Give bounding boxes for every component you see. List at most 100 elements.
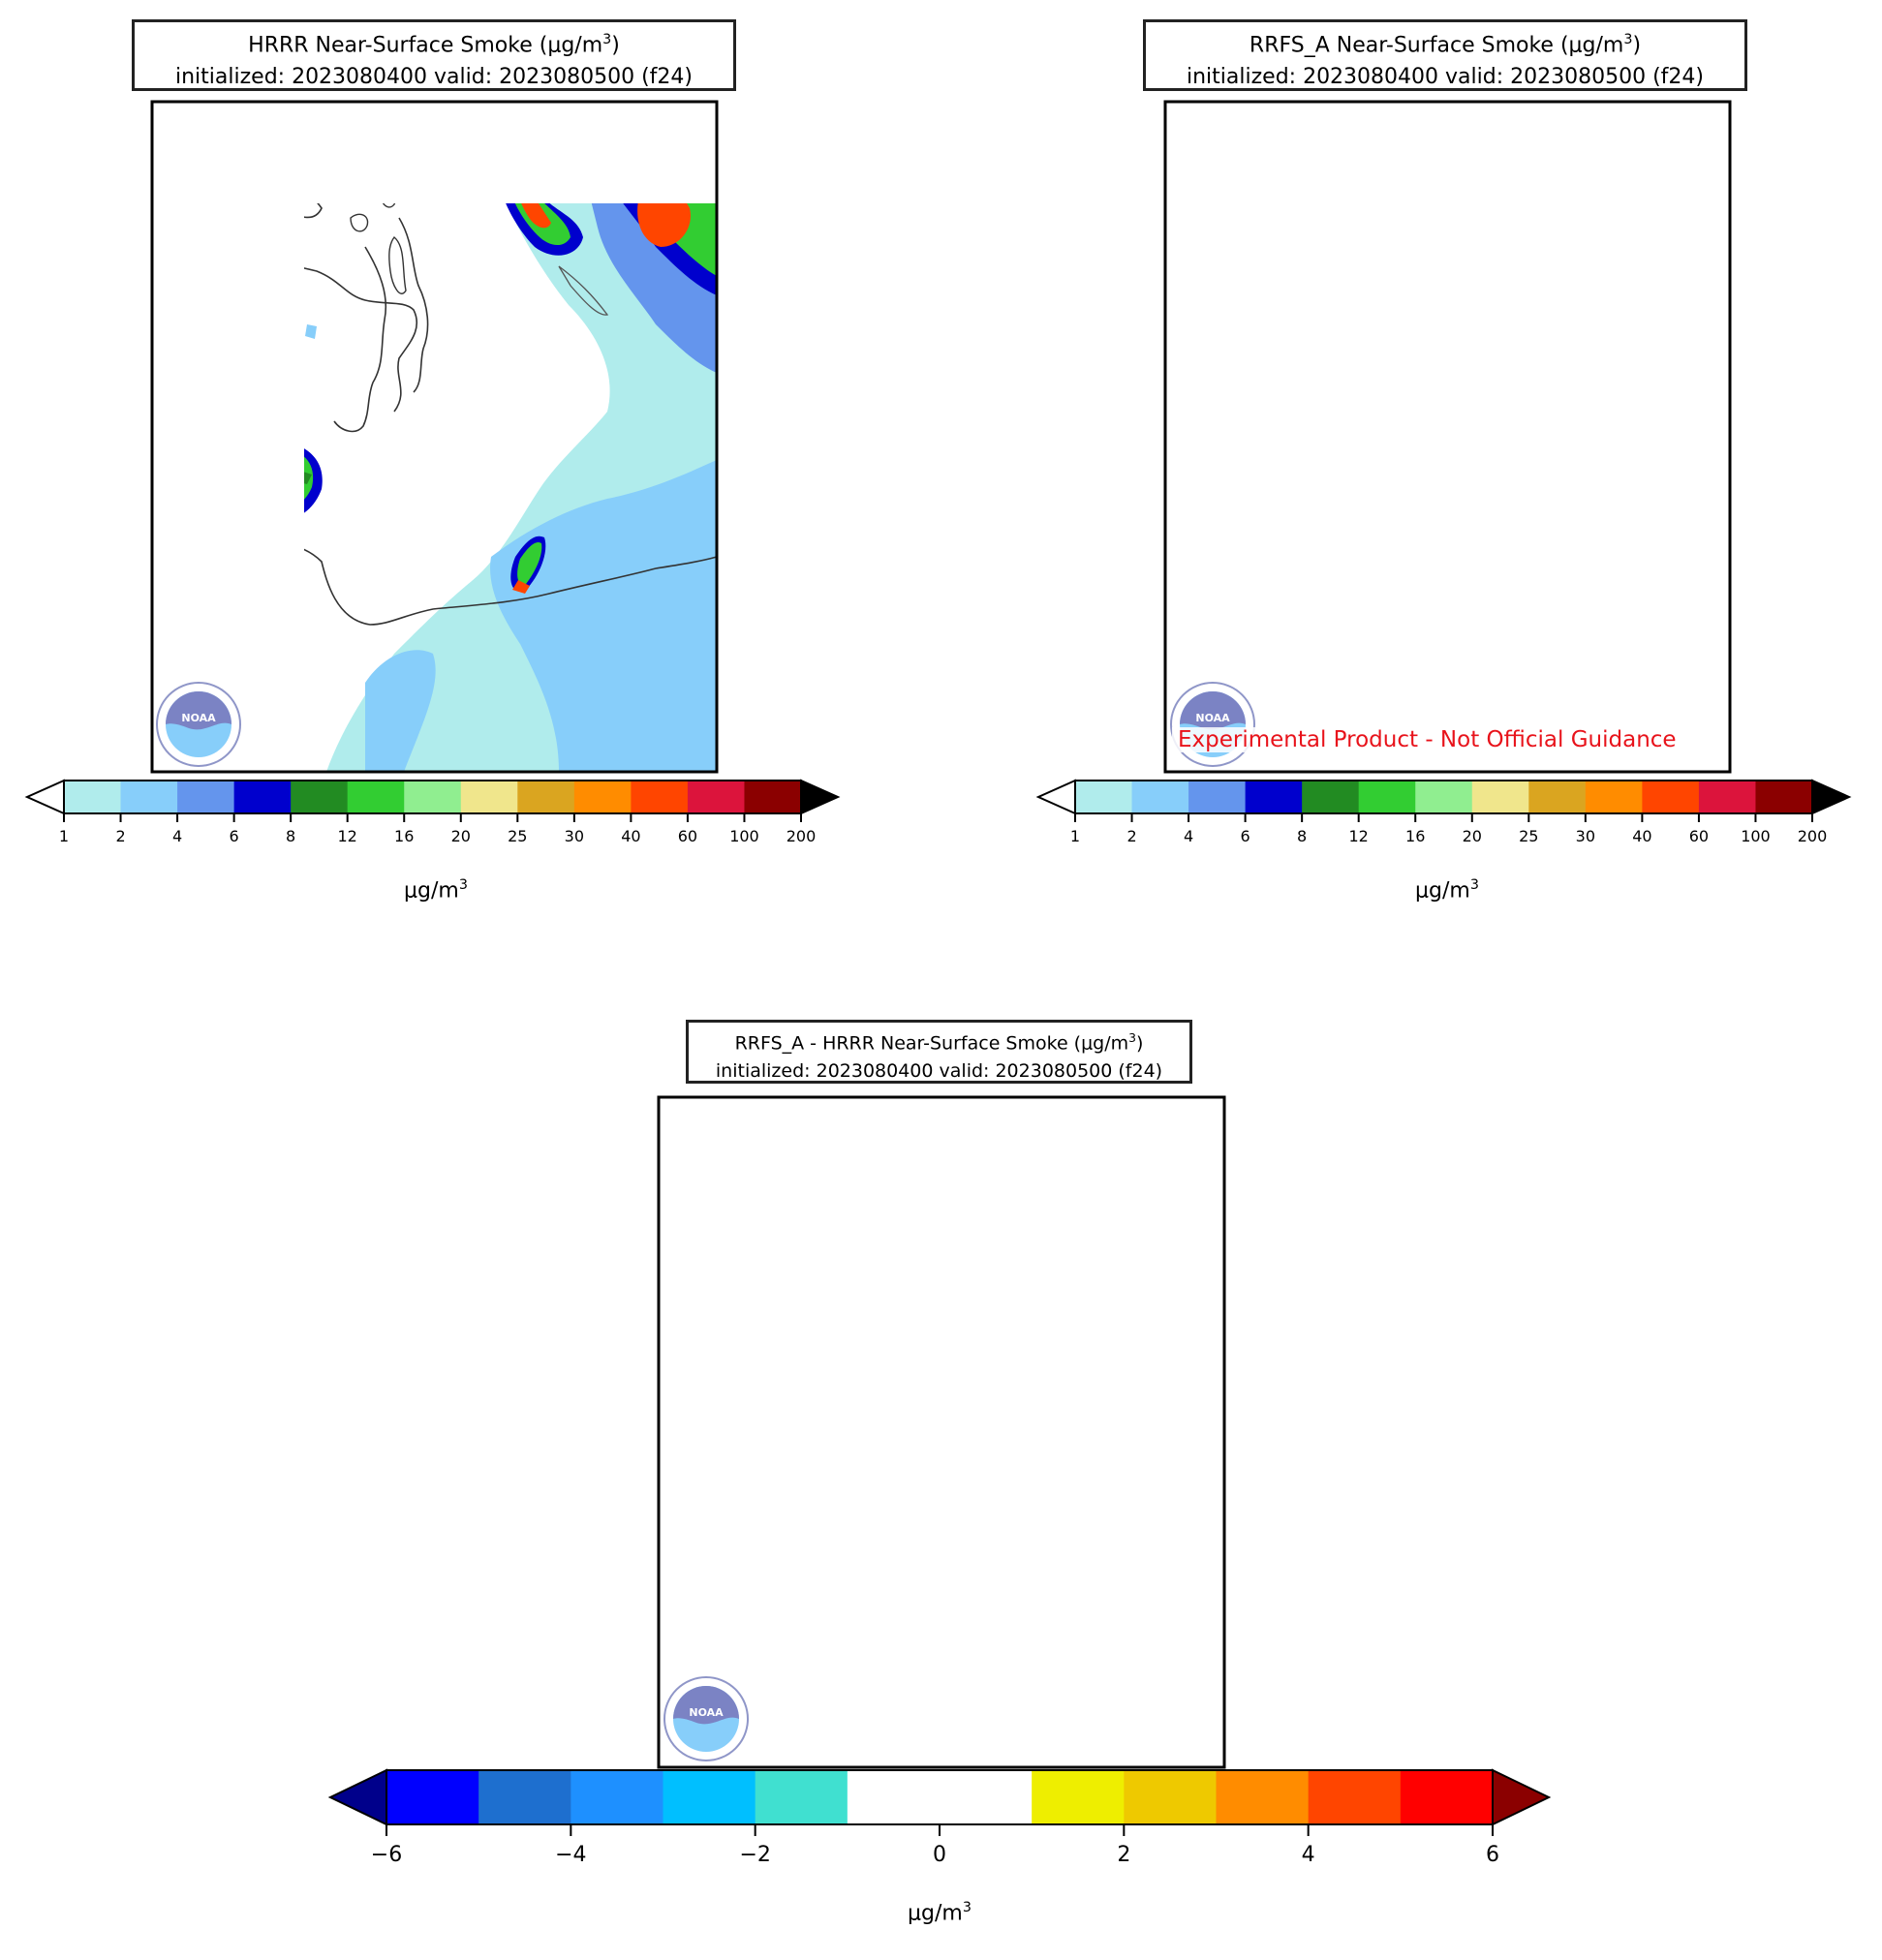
svg-text:NOAA: NOAA: [1195, 712, 1230, 724]
colorbar-hrrr-swatch-7: [460, 781, 518, 813]
colorbar-difference-swatch-9: [1216, 1770, 1310, 1824]
colorbar-hrrr-swatch-5: [347, 781, 405, 813]
colorbar-units-hrrr: μg/m3: [404, 877, 468, 903]
colorbar-rrfs-tick-label-13: 200: [1798, 827, 1828, 845]
colorbar-rrfs-swatch-8: [1528, 781, 1587, 813]
colorbar-rrfs-swatch-11: [1698, 781, 1756, 813]
colorbar-rrfs-swatch-10: [1642, 781, 1700, 813]
colorbar-difference-extend-under: [327, 1768, 387, 1826]
colorbar-difference-swatch-0: [386, 1770, 479, 1824]
colorbar-hrrr-tick-label-10: 40: [621, 827, 640, 845]
colorbar-rrfs-swatch-9: [1585, 781, 1643, 813]
colorbar-hrrr-tick-label-8: 25: [508, 827, 527, 845]
panel-title-rrfs: RRFS_A Near-Surface Smoke (μg/m3) initia…: [1143, 19, 1747, 91]
colorbar-hrrr-tick-label-9: 30: [565, 827, 584, 845]
noaa-logo-panel-2: NOAA: [1170, 682, 1255, 767]
colorbar-difference-tick-label-2: −2: [739, 1843, 770, 1867]
colorbar-rrfs-tick-label-2: 4: [1184, 827, 1193, 845]
colorbar-rrfs-tick-label-1: 2: [1126, 827, 1136, 845]
colorbar-rrfs-tick-label-5: 12: [1349, 827, 1369, 845]
colorbar-hrrr-tick-label-1: 2: [115, 827, 125, 845]
colorbar-rrfs-swatch-5: [1358, 781, 1416, 813]
colorbar-rrfs-swatch-4: [1302, 781, 1360, 813]
colorbar-hrrr-tick-label-5: 12: [338, 827, 357, 845]
colorbar-hrrr: 1 2 4 6 8 12 16 20 25 30 40 60 100 200: [24, 779, 841, 845]
colorbar-hrrr-extend-under: [24, 779, 65, 815]
colorbar-difference-swatch-4: [755, 1770, 848, 1824]
colorbar-units-difference: μg/m3: [908, 1900, 972, 1926]
colorbar-hrrr-swatch-11: [687, 781, 745, 813]
colorbar-hrrr-tick-label-12: 100: [729, 827, 759, 845]
colorbar-hrrr-tick-label-0: 1: [59, 827, 69, 845]
colorbar-rrfs-tick-label-10: 40: [1632, 827, 1651, 845]
colorbar-rrfs-swatch-0: [1075, 781, 1133, 813]
colorbar-difference-tick-label-4: 2: [1117, 1843, 1130, 1867]
colorbar-rrfs-tick-label-9: 30: [1576, 827, 1595, 845]
colorbar-rrfs-tick-label-12: 100: [1741, 827, 1771, 845]
colorbar-difference-swatch-10: [1308, 1770, 1402, 1824]
colorbar-rrfs-swatch-12: [1755, 781, 1813, 813]
colorbar-difference-tick-label-0: −6: [371, 1843, 402, 1867]
colorbar-difference-tick-label-3: 0: [933, 1843, 946, 1867]
colorbar-difference-swatch-8: [1124, 1770, 1217, 1824]
colorbar-difference-swatch-11: [1400, 1770, 1494, 1824]
colorbar-units-rrfs: μg/m3: [1415, 877, 1479, 903]
colorbar-hrrr-swatch-1: [120, 781, 178, 813]
colorbar-rrfs-swatch-2: [1188, 781, 1247, 813]
colorbar-hrrr-tick-label-3: 6: [230, 827, 239, 845]
colorbar-difference-swatch-5: [847, 1770, 941, 1824]
colorbar-difference-tick-label-5: 4: [1302, 1843, 1315, 1867]
colorbar-rrfs-extend-over: [1811, 779, 1852, 815]
map-panel-rrfs: [1163, 100, 1732, 774]
svg-text:NOAA: NOAA: [689, 1706, 724, 1719]
colorbar-hrrr-swatch-8: [517, 781, 575, 813]
colorbar-rrfs-extend-under: [1035, 779, 1076, 815]
colorbar-hrrr-swatch-0: [64, 781, 122, 813]
colorbar-rrfs-swatch-1: [1131, 781, 1189, 813]
colorbar-hrrr-swatch-6: [404, 781, 462, 813]
colorbar-rrfs-tick-label-4: 8: [1297, 827, 1307, 845]
colorbar-difference-tick-label-6: 6: [1486, 1843, 1499, 1867]
panel-title-difference: RRFS_A - HRRR Near-Surface Smoke (μg/m3)…: [686, 1020, 1192, 1084]
colorbar-hrrr-tick-label-4: 8: [286, 827, 295, 845]
colorbar-rrfs-swatch-7: [1471, 781, 1529, 813]
colorbar-hrrr-swatch-4: [291, 781, 349, 813]
colorbar-hrrr-swatch-9: [573, 781, 632, 813]
colorbar-hrrr-tick-label-7: 20: [451, 827, 471, 845]
colorbar-hrrr-swatch-10: [631, 781, 689, 813]
colorbar-hrrr-swatch-12: [744, 781, 802, 813]
colorbar-difference-tick-label-1: −4: [555, 1843, 586, 1867]
colorbar-rrfs-tick-label-3: 6: [1241, 827, 1250, 845]
colorbar-hrrr-tick-label-2: 4: [172, 827, 182, 845]
panel-title-hrrr: HRRR Near-Surface Smoke (μg/m3) initiali…: [132, 19, 736, 91]
colorbar-difference-extend-over: [1492, 1768, 1552, 1826]
noaa-logo-panel-1: NOAA: [156, 682, 241, 767]
colorbar-hrrr-tick-label-6: 16: [394, 827, 414, 845]
colorbar-difference: −6 −4 −2 0 2 4 6: [327, 1768, 1552, 1867]
colorbar-hrrr-swatch-2: [177, 781, 235, 813]
colorbar-difference-swatch-3: [663, 1770, 756, 1824]
colorbar-difference-swatch-7: [1032, 1770, 1125, 1824]
colorbar-hrrr-tick-label-13: 200: [787, 827, 817, 845]
colorbar-difference-swatch-1: [478, 1770, 571, 1824]
colorbar-rrfs-swatch-3: [1245, 781, 1303, 813]
colorbar-rrfs-tick-label-7: 20: [1463, 827, 1482, 845]
colorbar-hrrr-tick-label-11: 60: [678, 827, 697, 845]
colorbar-difference-swatch-6: [940, 1770, 1033, 1824]
colorbar-rrfs-tick-label-11: 60: [1689, 827, 1709, 845]
colorbar-rrfs-tick-label-8: 25: [1519, 827, 1538, 845]
experimental-watermark: Experimental Product - Not Official Guid…: [1172, 727, 1682, 752]
colorbar-rrfs: 1 2 4 6 8 12 16 20 25 30 40 60 100 200: [1035, 779, 1852, 845]
colorbar-rrfs-frame: [1074, 780, 1813, 814]
map-panel-hrrr: [150, 100, 719, 774]
colorbar-hrrr-extend-over: [800, 779, 841, 815]
map-panel-difference: [657, 1095, 1226, 1769]
colorbar-difference-swatch-2: [571, 1770, 663, 1824]
colorbar-rrfs-swatch-6: [1415, 781, 1473, 813]
colorbar-hrrr-frame: [63, 780, 802, 814]
colorbar-rrfs-tick-label-0: 1: [1070, 827, 1080, 845]
colorbar-rrfs-tick-label-6: 16: [1405, 827, 1425, 845]
svg-text:NOAA: NOAA: [181, 712, 216, 724]
